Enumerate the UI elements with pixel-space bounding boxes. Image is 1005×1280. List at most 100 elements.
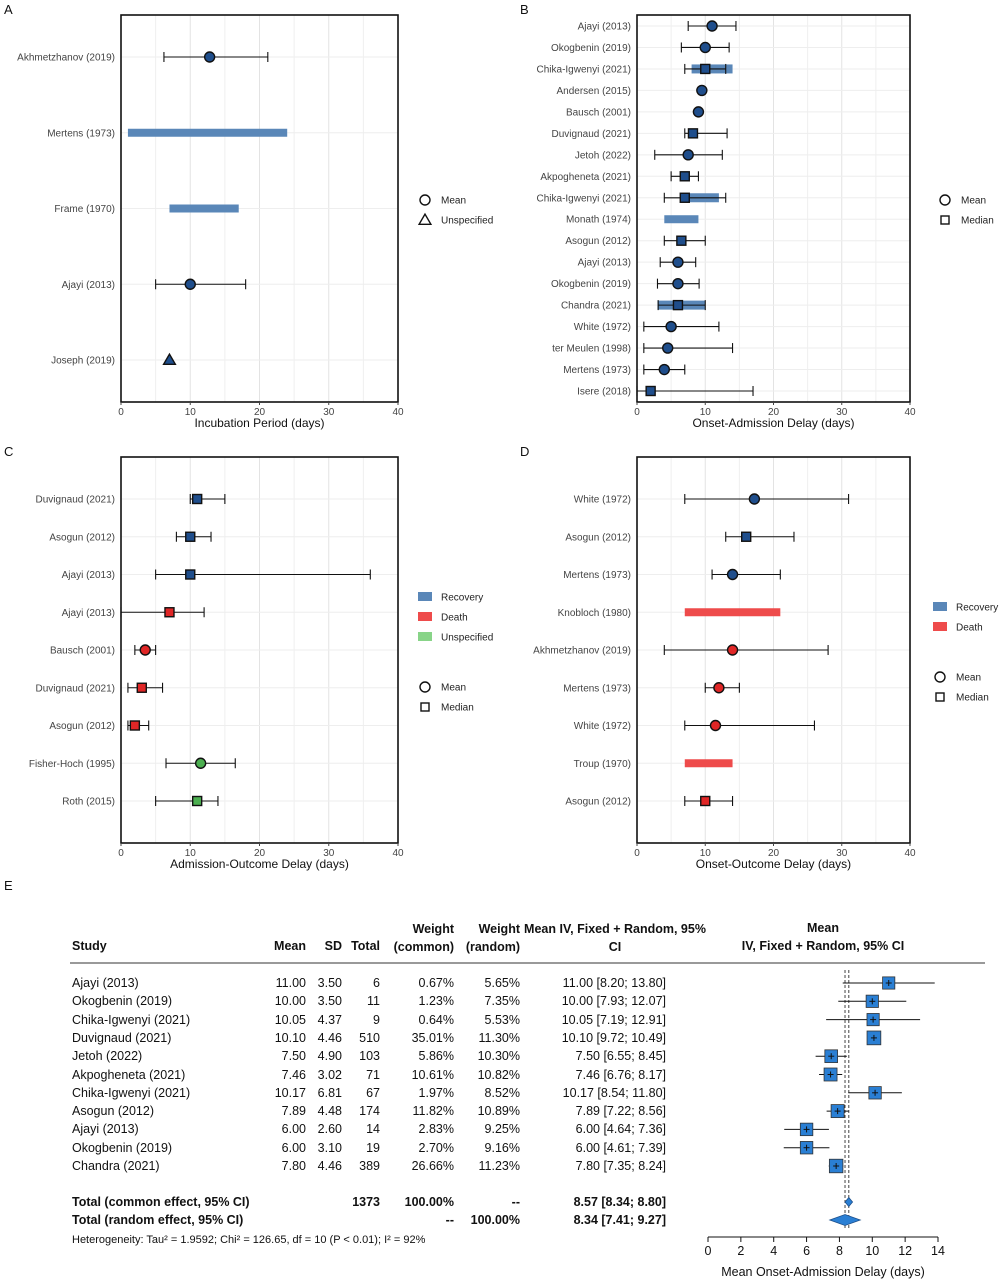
- square-marker: [700, 63, 711, 75]
- panel-c: C 0 10 20 30 40 Admission-Outcome Delay (days)…: [4, 444, 493, 871]
- x-tick-label: 10: [700, 848, 712, 859]
- circle-marker: [748, 493, 761, 505]
- legend-label: Median: [961, 216, 994, 227]
- square-marker: [679, 192, 690, 203]
- study-label: Bausch (2001): [566, 107, 631, 118]
- forest-x-tick-label: 10: [865, 1244, 879, 1258]
- study-label: Andersen (2015): [557, 86, 632, 97]
- cell-sd: 4.46: [317, 1159, 342, 1173]
- study-label: Akhmetzhanov (2019): [533, 646, 631, 657]
- study-label: Chika-Igwenyi (2021): [537, 64, 632, 75]
- cell-study: Jetoh (2022): [72, 1049, 143, 1064]
- study-label: Bausch (2001): [50, 646, 115, 657]
- cell-weight-common: 0.67%: [418, 976, 454, 990]
- cell-mean: 7.89: [281, 1104, 306, 1119]
- x-tick-label: 0: [634, 848, 640, 859]
- cell-weight-random: 11.23%: [478, 1159, 520, 1173]
- circle-marker: [662, 342, 674, 354]
- study-label: Ajayi (2013): [578, 258, 631, 269]
- study-label: Ajayi (2013): [62, 608, 115, 619]
- x-axis-title: Onset-Admission Delay (days): [692, 416, 854, 430]
- heterogeneity-text: Heterogeneity: Tau² = 1.9592; Chi² = 126…: [72, 1234, 426, 1246]
- cell-ci: 8.34 [7.41; 9.27]: [573, 1213, 666, 1227]
- study-label: Ajayi (2013): [578, 22, 631, 33]
- x-tick-label: 40: [392, 407, 404, 418]
- legend-swatch: [418, 592, 432, 601]
- range-bar: [664, 215, 699, 224]
- legend-circle-icon: [419, 681, 431, 693]
- cell-ci: 6.00 [4.61; 7.39]: [575, 1140, 666, 1155]
- legend-label: Death: [956, 623, 983, 634]
- study-label: Monath (1974): [566, 215, 631, 226]
- col-header-sd: SD: [324, 939, 342, 953]
- legend-square-icon: [940, 215, 950, 225]
- forest-x-tick-label: 8: [836, 1244, 843, 1258]
- circle-marker: [139, 644, 151, 656]
- cell-total: 11: [367, 994, 380, 1009]
- cell-study: Total (random effect, 95% CI): [72, 1213, 244, 1227]
- col-header-weight-common: Weight (common): [393, 922, 454, 954]
- legend-circle-icon: [419, 194, 431, 206]
- x-tick-label: 0: [634, 407, 640, 418]
- study-label: Duvignaud (2021): [36, 495, 116, 506]
- forest-x-tick-label: 6: [803, 1244, 810, 1258]
- legend-label: Recovery: [956, 603, 998, 614]
- cell-ci: 10.05 [7.19; 12.91]: [561, 1012, 666, 1027]
- circle-marker: [699, 41, 711, 54]
- cell-weight-random: 5.53%: [484, 1012, 520, 1027]
- range-bar: [684, 608, 781, 617]
- circle-marker: [665, 320, 677, 333]
- study-label: Jetoh (2022): [575, 150, 631, 161]
- circle-marker: [184, 278, 196, 290]
- circle-marker: [726, 568, 739, 581]
- x-tick-label: 40: [904, 848, 916, 859]
- x-tick-label: 10: [185, 407, 197, 418]
- cell-weight-random: 8.52%: [484, 1085, 520, 1100]
- circle-marker: [658, 363, 670, 376]
- square-marker: [645, 385, 656, 397]
- circle-marker: [713, 682, 725, 694]
- cell-weight-common: 2.83%: [418, 1122, 454, 1137]
- square-marker: [191, 493, 203, 505]
- cell-total: 71: [366, 1067, 380, 1082]
- x-tick-label: 30: [836, 407, 848, 418]
- study-label: Mertens (1973): [563, 570, 631, 581]
- x-tick-label: 20: [254, 848, 266, 859]
- cell-sd: 4.48: [317, 1104, 342, 1119]
- cell-sd: 4.46: [317, 1030, 342, 1045]
- legend-swatch: [933, 622, 947, 631]
- study-label: Chika-Igwenyi (2021): [537, 193, 632, 204]
- cell-study: Ajayi (2013): [72, 1122, 139, 1137]
- study-label: Isere (2018): [577, 387, 631, 398]
- cell-mean: 11.00: [275, 976, 306, 990]
- cell-total: 6: [373, 976, 380, 990]
- cell-ci: 10.00 [7.93; 12.07]: [561, 994, 666, 1009]
- cell-weight-common: 2.70%: [418, 1140, 454, 1155]
- cell-weight-random: 100.00%: [470, 1213, 520, 1227]
- cell-sd: 3.50: [317, 976, 342, 990]
- study-label: Fisher-Hoch (1995): [29, 759, 115, 770]
- cell-total: 389: [359, 1159, 380, 1173]
- cell-sd: 3.02: [317, 1067, 342, 1082]
- study-label: Asogun (2012): [565, 532, 631, 543]
- circle-marker: [709, 719, 722, 732]
- legend-swatch: [418, 632, 432, 641]
- triangle-marker: [162, 352, 177, 365]
- cell-total: 9: [373, 1012, 380, 1027]
- study-label: Frame (1970): [54, 204, 115, 215]
- forest-x-tick-label: 14: [931, 1244, 945, 1258]
- cell-weight-common: --: [445, 1213, 454, 1227]
- cell-ci: 11.00 [8.20; 13.80]: [562, 976, 666, 990]
- legend-label: Mean: [956, 673, 981, 684]
- circle-marker: [203, 51, 216, 63]
- x-tick-label: 30: [323, 407, 335, 418]
- legend-label: Recovery: [441, 593, 483, 604]
- cell-study: Ajayi (2013): [72, 976, 139, 990]
- x-tick-label: 30: [323, 848, 335, 859]
- forest-x-tick-label: 2: [737, 1244, 744, 1258]
- study-label: ter Meulen (1998): [552, 344, 631, 355]
- cell-sd: 4.90: [317, 1049, 342, 1064]
- cell-study: Chandra (2021): [72, 1159, 160, 1173]
- summary-diamond: [844, 1196, 854, 1208]
- cell-weight-common: 10.61%: [411, 1067, 454, 1082]
